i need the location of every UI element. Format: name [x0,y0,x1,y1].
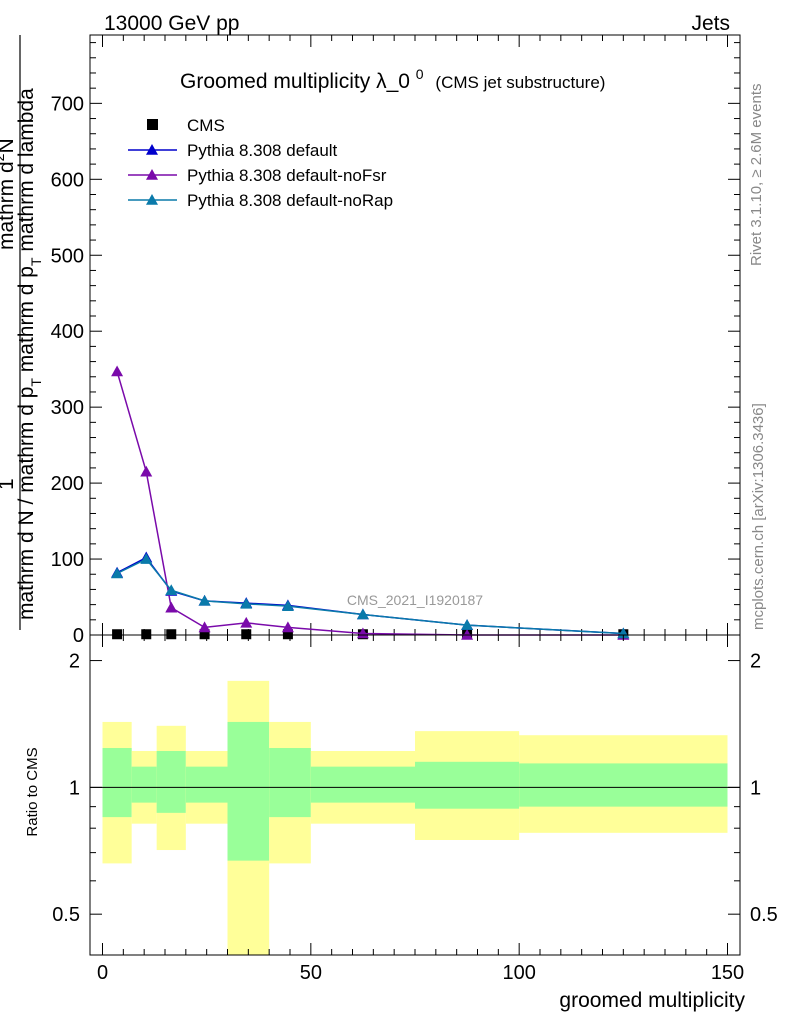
ratio-ylabel: Ratio to CMS [24,747,41,836]
legend: CMS Pythia 8.308 default Pythia 8.308 defa… [128,116,393,210]
ylabel-num-b: 2 [0,153,7,161]
plot-title-sup: 0 [416,66,424,82]
ratio-band-inner [102,748,132,818]
plot-title-sub: (CMS jet substructure) [435,73,605,92]
series-point [617,627,630,639]
ylabel-denom-d: T [28,257,44,266]
main-ytick-labels: 0 100 200 300 400 500 600 700 [51,93,84,647]
mcplots-label: mcplots.cern.ch [arXiv:1306.3436] [750,403,767,630]
legend-label: Pythia 8.308 default [187,141,338,160]
x-tick-labels: 0 50 100 150 [97,962,744,984]
ylabel-denom-e: mathrm d lambda [15,88,38,258]
ylabel-num-a: mathrm d [0,161,18,250]
ratio-y-tick-label-right: 0.5 [750,904,778,926]
ylabel-one: 1 [0,478,18,490]
ratio-band-inner [185,766,228,803]
x-tick-label: 150 [711,962,744,984]
y-tick-label: 500 [51,245,84,267]
legend-marker [146,144,158,155]
series-point [281,600,294,611]
series-point [111,365,124,377]
ratio-y-tick-label-right: 2 [750,651,761,673]
series-point [165,601,178,613]
ratio-band-inner [310,766,415,803]
ylabel-denom-a: mathrm d N / mathrm d p [15,387,38,620]
main-ticks [90,35,740,636]
ylabel-denominator: mathrm d N / mathrm d pT mathrm d pT mat… [15,88,44,620]
legend-label: Pythia 8.308 default-noRap [187,191,393,210]
ylabel-denom-b: T [28,378,44,387]
ratio-band-inner [131,766,157,803]
y-tick-label: 200 [51,473,84,495]
ylabel-numerator: mathrm d2N [0,138,18,250]
series-point [198,594,211,606]
series-point [240,616,253,628]
cms-point [199,629,210,640]
ratio-y-tick-label-right: 1 [750,777,761,799]
legend-marker [147,119,158,130]
series-point [140,465,153,477]
ylabel-denom-c: mathrm d p [15,266,38,378]
y-tick-label: 0 [73,625,84,647]
legend-label: Pythia 8.308 default-noFsr [187,166,387,185]
plot-title-main: Groomed multiplicity [180,70,371,93]
ylabel-num-c: N [0,138,18,153]
ratio-ytick-labels: 0.5 0.5 1 1 2 2 [52,651,778,927]
cms-point [241,629,252,640]
x-tick-label: 50 [300,962,322,984]
series-point [356,608,369,620]
legend-marker [146,194,158,205]
y-tick-label: 700 [51,93,84,115]
main-panel: 0 100 200 300 400 500 600 700 CMS_2021_I1920187… [51,34,741,647]
main-ylabel: mathrm d N / mathrm d pT mathrm d pT mat… [0,35,44,630]
series-point [281,621,294,633]
series-point [140,553,153,564]
cms-point [166,629,177,640]
y-tick-label: 300 [51,397,84,419]
series-point [198,621,211,633]
y-tick-label: 100 [51,549,84,571]
cms-point [141,629,152,640]
cms-point [282,629,293,640]
plot-title: Groomed multiplicity λ_0 0 (CMS jet subs… [180,61,605,93]
series-point [165,584,178,595]
main-series [111,365,630,640]
x-tick-label: 100 [502,962,535,984]
cms-point [112,629,123,640]
ratio-band-inner [156,750,186,813]
ratio-y-tick-label: 2 [69,651,80,673]
series-point [111,567,124,579]
plot-title-lambda: λ_0 [376,70,410,93]
x-tick-label: 0 [97,962,108,984]
legend-marker [146,169,158,180]
series-point [461,619,474,630]
header-left: 13000 GeV pp [104,12,239,35]
header-right: Jets [691,12,730,35]
ratio-band-inner [519,763,728,807]
ratio-band-inner [227,721,270,861]
ratio-bands [102,680,728,955]
y-tick-label: 600 [51,169,84,191]
ratio-y-tick-label: 0.5 [52,904,80,926]
x-axis-label: groomed multiplicity [559,989,745,1012]
series-point [356,627,369,639]
y-tick-label: 400 [51,321,84,343]
ratio-band-inner [415,761,520,809]
watermark: CMS_2021_I1920187 [347,592,483,608]
ratio-panel: 0.5 0.5 1 1 2 2 [52,634,778,956]
legend-label: CMS [187,116,225,135]
ratio-band-inner [269,748,311,818]
rivet-label: Rivet 3.1.10, ≥ 2.6M events [748,84,765,267]
series-point [240,597,253,609]
ratio-ticks [90,635,740,956]
series-point [461,629,474,640]
ratio-y-tick-label: 1 [69,777,80,799]
